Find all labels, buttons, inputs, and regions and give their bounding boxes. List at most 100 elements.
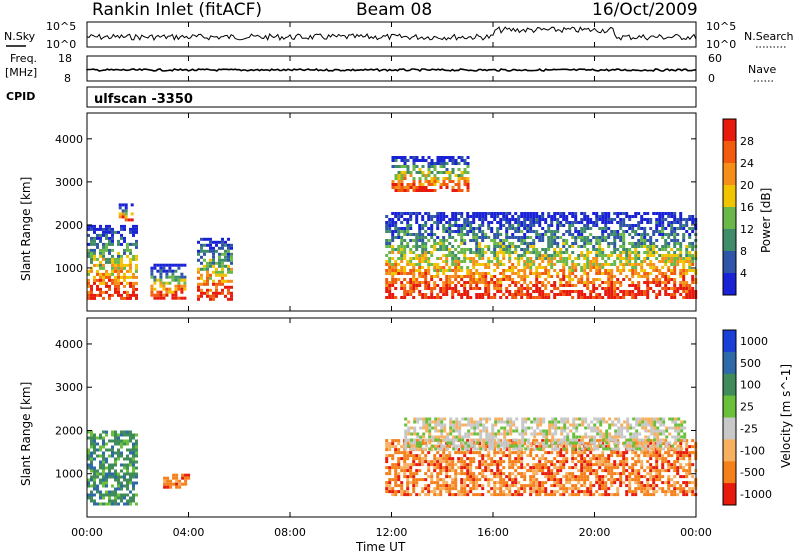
echo-cell — [574, 290, 578, 293]
echo-cell — [117, 472, 120, 476]
echo-cell — [433, 469, 437, 473]
echo-cell — [520, 278, 524, 281]
echo-cell — [433, 493, 437, 497]
echo-cell — [388, 260, 392, 263]
echo-cell — [454, 266, 458, 269]
echo-cell — [566, 438, 570, 442]
echo-cell — [120, 293, 123, 297]
echo-cell — [406, 290, 410, 293]
echo-cell — [589, 296, 593, 299]
echo-cell — [388, 245, 392, 248]
echo-cell — [625, 451, 629, 455]
echo-cell — [494, 435, 498, 439]
echo-cell — [679, 218, 683, 221]
echo-cell — [496, 475, 500, 479]
echo-cell — [505, 454, 509, 458]
echo-cell — [451, 287, 455, 290]
echo-cell — [180, 290, 184, 294]
echo-cell — [544, 233, 548, 236]
echo-cell — [571, 260, 575, 263]
echo-cell — [676, 260, 680, 263]
echo-cell — [132, 224, 135, 228]
echo-cell — [397, 165, 401, 168]
echo-cell — [679, 466, 683, 470]
echo-cell — [403, 156, 407, 159]
echo-cell — [613, 287, 617, 290]
echo-cell — [655, 257, 659, 260]
echo-cell — [638, 420, 642, 424]
echo-cell — [515, 417, 519, 421]
echo-cell — [530, 444, 534, 448]
echo-cell — [430, 171, 434, 174]
echo-cell — [608, 426, 612, 430]
echo-cell — [108, 242, 111, 246]
echo-cell — [159, 296, 163, 300]
echo-cell — [637, 287, 641, 290]
echo-cell — [488, 432, 492, 436]
echo-cell — [494, 417, 498, 421]
echo-cell — [548, 420, 552, 424]
echo-cell — [637, 227, 641, 230]
echo-cell — [595, 248, 599, 251]
echo-cell — [197, 276, 200, 280]
echo-cell — [520, 457, 524, 461]
echo-cell — [165, 275, 169, 279]
echo-cell — [102, 442, 105, 446]
echo-cell — [448, 451, 452, 455]
echo-cell — [533, 441, 537, 445]
echo-cell — [466, 189, 470, 192]
echo-cell — [424, 257, 428, 260]
echo-cell — [227, 243, 230, 247]
echo-cell — [463, 239, 467, 242]
echo-cell — [673, 296, 677, 299]
echo-cell — [593, 444, 597, 448]
echo-cell — [440, 426, 444, 430]
echo-cell — [518, 444, 522, 448]
echo-cell — [574, 266, 578, 269]
echo-cell — [478, 287, 482, 290]
echo-cell — [159, 284, 163, 288]
echo-cell — [129, 499, 132, 503]
echo-cell — [685, 293, 689, 296]
echo-cell — [577, 469, 581, 473]
echo-cell — [436, 269, 440, 272]
echo-cell — [502, 460, 506, 464]
echo-cell — [550, 242, 554, 245]
echo-cell — [487, 266, 491, 269]
echo-cell — [460, 251, 464, 254]
echo-cell — [640, 460, 644, 464]
echo-cell — [511, 451, 515, 455]
echo-cell — [562, 215, 566, 218]
echo-cell — [117, 484, 120, 488]
echo-cell — [655, 469, 659, 473]
echo-cell — [553, 215, 557, 218]
echo-cell — [472, 278, 476, 281]
echo-cell — [481, 275, 485, 278]
echo-cell — [123, 263, 126, 267]
echo-cell — [647, 447, 651, 451]
echo-cell — [123, 433, 126, 437]
echo-cell — [556, 230, 560, 233]
echo-cell — [565, 284, 569, 287]
echo-cell — [574, 239, 578, 242]
echo-cell — [391, 293, 395, 296]
echo-cell — [505, 245, 509, 248]
echo-cell — [610, 290, 614, 293]
echo-cell — [598, 227, 602, 230]
echo-cell — [616, 278, 620, 281]
echo-cell — [538, 275, 542, 278]
echo-cell — [431, 438, 435, 442]
echo-cell — [120, 430, 123, 434]
echo-cell — [688, 251, 692, 254]
echo-cell — [391, 236, 395, 239]
echo-cell — [514, 296, 518, 299]
echo-cell — [559, 293, 563, 296]
echo-cell — [673, 263, 677, 266]
echo-cell — [169, 479, 173, 483]
echo-cell — [547, 236, 551, 239]
echo-cell — [680, 426, 684, 430]
echo-cell — [529, 466, 533, 470]
echo-cell — [619, 484, 623, 488]
echo-cell — [590, 441, 594, 445]
